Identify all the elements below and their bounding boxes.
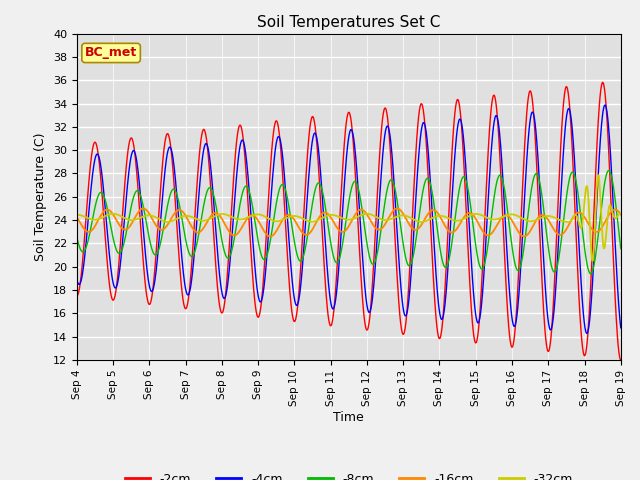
-32cm xyxy=(589,258,596,264)
-16cm xyxy=(73,214,81,220)
Y-axis label: Soil Temperature (C): Soil Temperature (C) xyxy=(35,132,47,261)
-2cm xyxy=(522,126,529,132)
-32cm xyxy=(287,214,294,219)
-16cm xyxy=(140,205,147,211)
-2cm xyxy=(617,357,625,363)
-4cm xyxy=(568,129,576,134)
Line: -8cm: -8cm xyxy=(77,170,621,274)
-16cm xyxy=(193,229,201,235)
-8cm xyxy=(617,246,625,252)
-16cm xyxy=(266,234,274,240)
-16cm xyxy=(522,233,530,239)
-32cm xyxy=(595,172,602,178)
-16cm xyxy=(570,214,577,220)
-16cm xyxy=(433,209,441,215)
-32cm xyxy=(193,216,201,222)
-8cm xyxy=(568,169,576,175)
-32cm xyxy=(568,216,576,222)
-8cm xyxy=(287,212,294,218)
-2cm xyxy=(599,80,607,85)
-16cm xyxy=(300,231,308,237)
-4cm xyxy=(432,272,440,278)
-4cm xyxy=(601,102,609,108)
-8cm xyxy=(73,234,81,240)
-2cm xyxy=(300,217,307,223)
Text: BC_met: BC_met xyxy=(85,47,137,60)
-2cm xyxy=(73,293,81,299)
-16cm xyxy=(617,212,625,217)
-4cm xyxy=(73,276,81,282)
-8cm xyxy=(193,240,201,246)
-4cm xyxy=(617,325,625,331)
-32cm xyxy=(73,212,81,218)
-2cm xyxy=(568,150,576,156)
-2cm xyxy=(287,293,294,299)
-8cm xyxy=(300,253,307,259)
-8cm xyxy=(522,232,529,238)
-16cm xyxy=(287,213,295,219)
Line: -4cm: -4cm xyxy=(77,105,621,334)
Title: Soil Temperatures Set C: Soil Temperatures Set C xyxy=(257,15,440,30)
-4cm xyxy=(193,217,201,223)
-8cm xyxy=(432,216,440,222)
-8cm xyxy=(605,168,612,173)
-32cm xyxy=(432,214,440,219)
-2cm xyxy=(432,315,440,321)
-4cm xyxy=(522,176,529,182)
Line: -32cm: -32cm xyxy=(77,175,621,261)
-8cm xyxy=(587,271,595,276)
Legend: -2cm, -4cm, -8cm, -16cm, -32cm: -2cm, -4cm, -8cm, -16cm, -32cm xyxy=(120,468,578,480)
-4cm xyxy=(287,255,294,261)
-32cm xyxy=(300,216,307,222)
-4cm xyxy=(300,250,307,256)
X-axis label: Time: Time xyxy=(333,411,364,424)
-32cm xyxy=(522,217,529,223)
Line: -2cm: -2cm xyxy=(77,83,621,360)
-4cm xyxy=(583,331,591,336)
-32cm xyxy=(617,210,625,216)
-2cm xyxy=(193,183,201,189)
Line: -16cm: -16cm xyxy=(77,208,621,237)
